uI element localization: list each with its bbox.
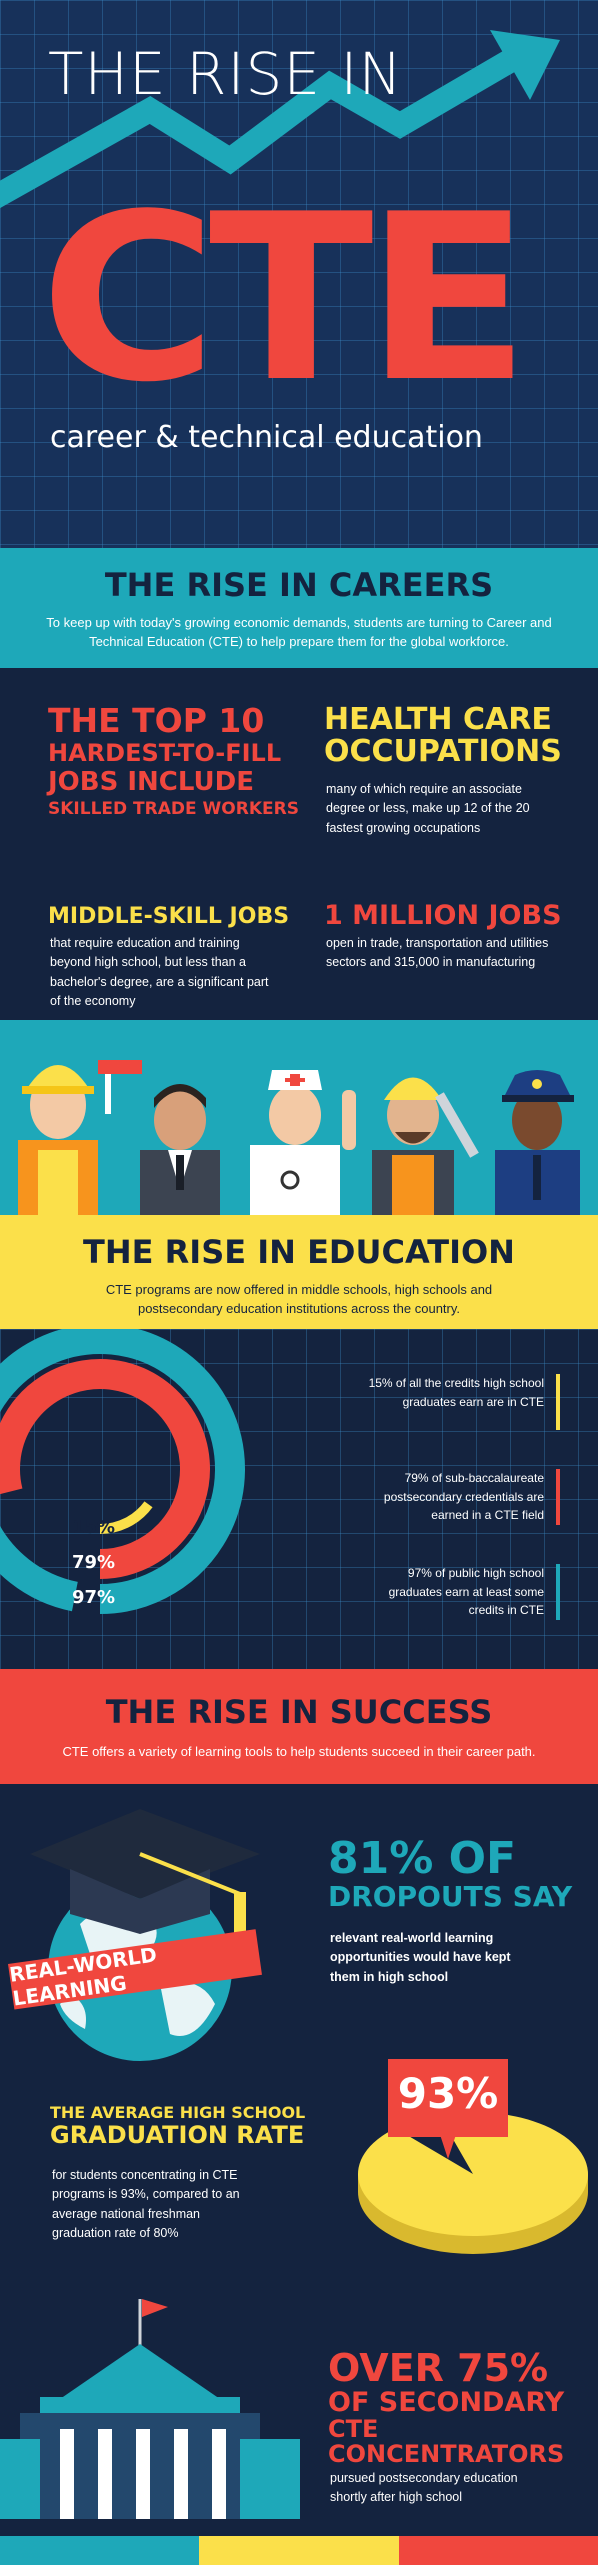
- careers-body: THE TOP 10 HARDEST-TO-FILL JOBS INCLUDE …: [0, 668, 598, 1020]
- million-jobs-text: open in trade, transportation and utilit…: [326, 936, 549, 970]
- success-header: THE RISE IN SUCCESS CTE offers a variety…: [0, 1669, 598, 1784]
- mechanic-figure: [372, 1077, 479, 1215]
- edu-stat-2: 79% of sub-baccalaureate postsecondary c…: [360, 1469, 560, 1525]
- careers-heading: THE RISE IN CAREERS: [104, 566, 494, 604]
- over-75-title: OVER 75% OF SECONDARY CTE CONCENTRATORS: [328, 2346, 598, 2469]
- health-title-1: HEALTH CARE: [324, 702, 552, 737]
- edu-stat-2-text: 79% of sub-baccalaureate postsecondary c…: [383, 1471, 544, 1523]
- hero-title-line: THE RISE IN: [48, 40, 403, 108]
- health-title-2: OCCUPATIONS: [324, 733, 562, 769]
- top10-line-3: JOBS INCLUDE: [48, 767, 254, 797]
- health-title: HEALTH CARE OCCUPATIONS: [324, 704, 562, 767]
- hero-section: THE RISE IN CTE career & technical educa…: [0, 0, 598, 548]
- nurse-figure: [250, 1070, 356, 1215]
- edu-stat-3-text: 97% of public high school graduates earn…: [388, 1566, 544, 1618]
- edu-stat-1-text: 15% of all the credits high school gradu…: [368, 1376, 544, 1409]
- hero-subtitle: career & technical education: [50, 420, 483, 455]
- radial-label-2: 79%: [72, 1552, 116, 1573]
- grad-rate-title-2: GRADUATION RATE: [50, 2121, 305, 2150]
- radial-labels: 15% 79% 97%: [0, 1329, 300, 1669]
- dropouts-title-1: 81% OF: [328, 1833, 517, 1884]
- pie-badge-value: 93%: [397, 2069, 499, 2118]
- radial-ring-3: [0, 1329, 245, 1614]
- construction-worker-figure: [18, 1060, 142, 1215]
- edu-stat-1: 15% of all the credits high school gradu…: [360, 1374, 560, 1430]
- pie-slice-main: [358, 2112, 588, 2236]
- college-building-graphic: [0, 2299, 300, 2519]
- workers-graphic: [18, 1060, 580, 1215]
- pie-badge: 93%: [388, 2059, 508, 2159]
- top10-line-2: HARDEST-TO-FILL: [48, 739, 282, 767]
- careers-header: THE RISE IN CAREERS To keep up with toda…: [0, 548, 598, 668]
- radial-bar-chart: [0, 1329, 245, 1614]
- graduation-pie-chart: [358, 2112, 588, 2254]
- over-75-text: pursued postsecondary education shortly …: [330, 2471, 518, 2505]
- success-intro: CTE offers a variety of learning tools t…: [62, 1744, 536, 1759]
- careers-intro: To keep up with today's growing economic…: [46, 615, 552, 649]
- rising-arrow-graphic: [0, 30, 560, 209]
- success-body: REAL-WORLD LEARNING 81% OF DROPOUTS SAY …: [0, 1784, 598, 2565]
- education-header: THE RISE IN EDUCATION CTE programs are n…: [0, 1215, 598, 1329]
- business-worker-figure: [140, 1084, 220, 1215]
- top10-line-4: SKILLED TRADE WORKERS: [48, 799, 299, 819]
- education-heading: THE RISE IN EDUCATION: [83, 1233, 515, 1271]
- footer-strip-red: [398, 2536, 598, 2565]
- middle-skill-text: that require education and training beyo…: [50, 936, 269, 1009]
- dropouts-title-2: DROPOUTS SAY: [328, 1880, 573, 1914]
- edu-stat-3: 97% of public high school graduates earn…: [360, 1564, 560, 1620]
- over-75-title-1: OVER 75%: [328, 2346, 549, 2390]
- million-jobs-title: 1 MILLION JOBS: [324, 900, 562, 931]
- grad-rate-text: for students concentrating in CTE progra…: [52, 2168, 240, 2241]
- radial-label-3: 97%: [72, 1587, 116, 1608]
- hero-cte-title: CTE: [40, 166, 530, 433]
- middle-skill-title: MIDDLE-SKILL JOBS: [48, 904, 290, 929]
- footer-strip-teal: [0, 2536, 200, 2565]
- dropouts-text: relevant real-world learning opportuniti…: [330, 1931, 511, 1984]
- education-stats: 15% 79% 97% 15% of all the credits high sc…: [0, 1329, 598, 1669]
- radial-label-1: 15%: [72, 1517, 116, 1538]
- footer-strip-yellow: [199, 2536, 399, 2565]
- radial-ring-1: [99, 1501, 153, 1534]
- top10-title: THE TOP 10 HARDEST-TO-FILL JOBS INCLUDE …: [48, 704, 299, 818]
- workers-illustration: [0, 1020, 598, 1215]
- success-heading: THE RISE IN SUCCESS: [105, 1693, 493, 1731]
- dropouts-title: 81% OF DROPOUTS SAY: [328, 1833, 573, 1914]
- over-75-title-2: OF SECONDARY: [328, 2386, 565, 2418]
- health-text: many of which require an associate degre…: [326, 782, 530, 835]
- grad-rate-title-1: THE AVERAGE HIGH SCHOOL: [50, 2103, 306, 2122]
- over-75-title-3: CTE CONCENTRATORS: [328, 2415, 565, 2469]
- police-officer-figure: [495, 1070, 580, 1215]
- footer-strip: [0, 2536, 598, 2565]
- education-intro: CTE programs are now offered in middle s…: [105, 1282, 493, 1316]
- top10-line-1: THE TOP 10: [48, 701, 265, 740]
- radial-ring-2: [0, 1359, 210, 1579]
- grad-rate-title: THE AVERAGE HIGH SCHOOL GRADUATION RATE: [50, 2103, 306, 2150]
